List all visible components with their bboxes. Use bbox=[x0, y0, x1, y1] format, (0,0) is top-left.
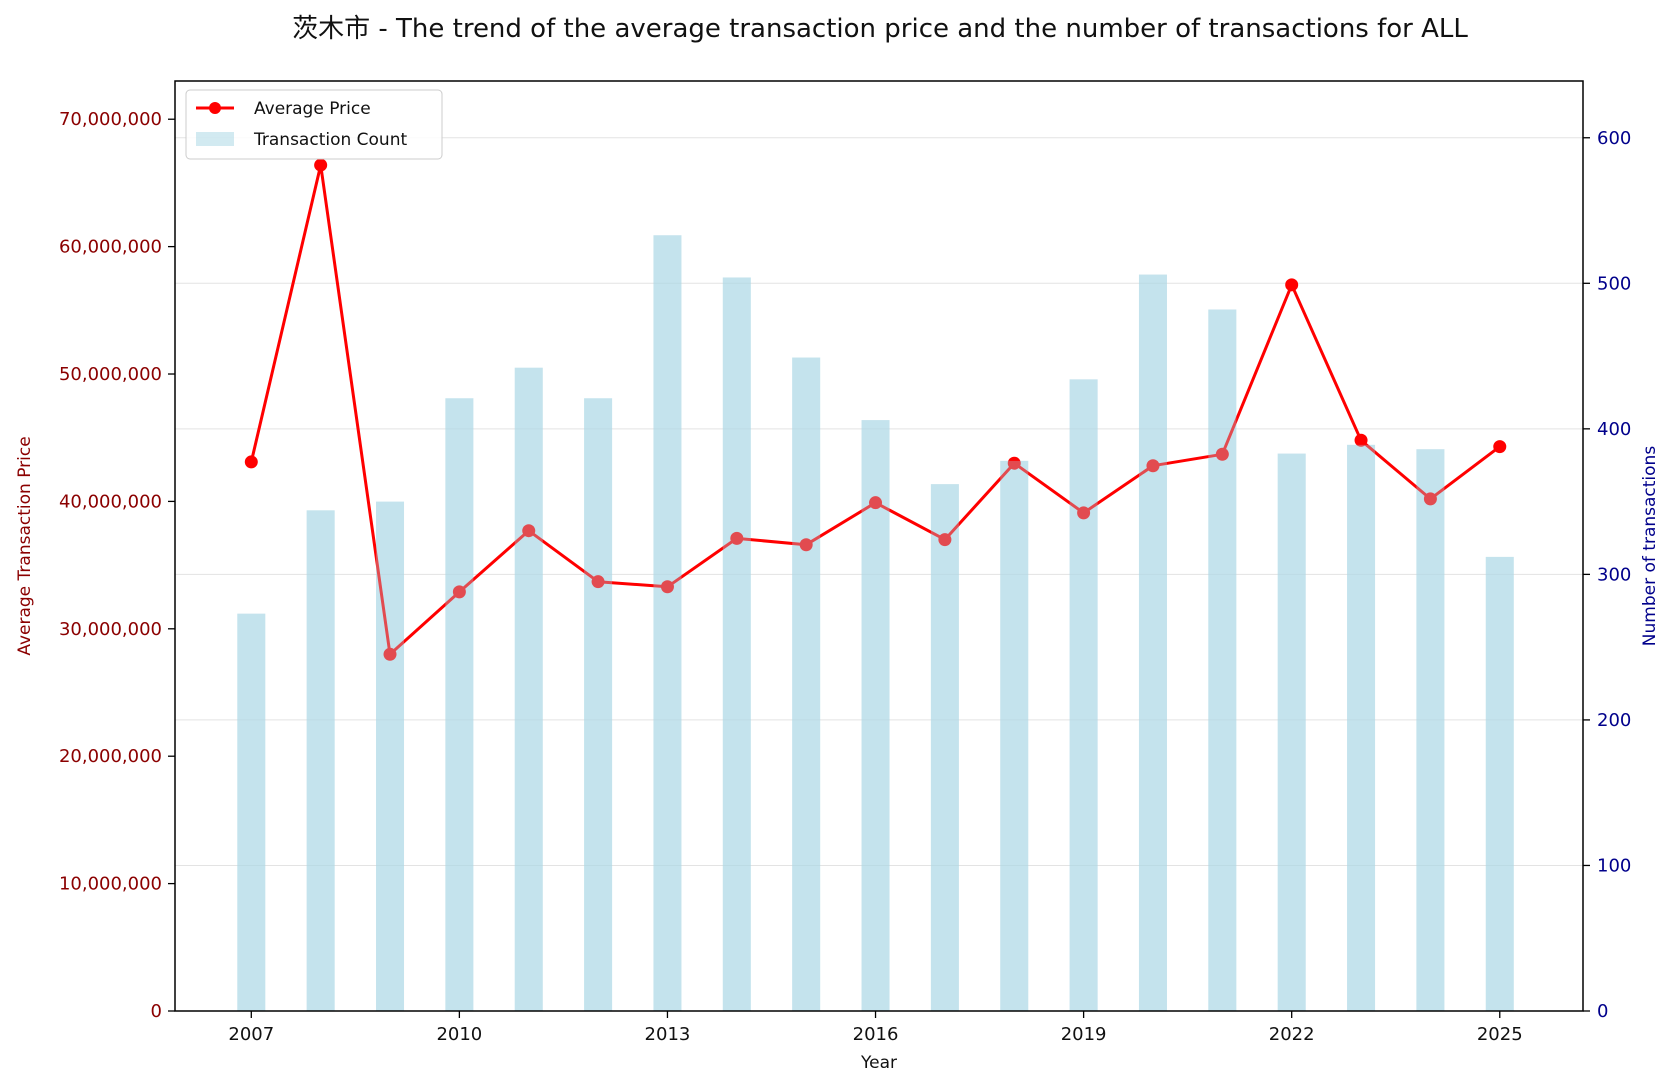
x-tick-label-6: 2025 bbox=[1477, 1024, 1523, 1045]
bar-overlay-2018 bbox=[1000, 460, 1029, 1012]
x-tick-label-4: 2019 bbox=[1061, 1024, 1107, 1045]
bar-2020 bbox=[1138, 274, 1167, 1011]
x-tick-label-0: 2007 bbox=[228, 1024, 274, 1045]
bar-2007 bbox=[237, 613, 266, 1011]
y-left-tick-label-6: 60,000,000 bbox=[59, 237, 162, 258]
bar-2010 bbox=[445, 398, 474, 1012]
bar-overlay-2013 bbox=[653, 235, 682, 1012]
point-2021 bbox=[1215, 447, 1229, 461]
bar-2024 bbox=[1416, 449, 1445, 1012]
bar-2014 bbox=[722, 277, 751, 1011]
bar-overlay-2024 bbox=[1416, 449, 1445, 1012]
bar-2019 bbox=[1069, 379, 1098, 1011]
x-tick-label-1: 2010 bbox=[436, 1024, 482, 1045]
y-right-tick-label-1: 100 bbox=[1597, 855, 1631, 876]
point-2017 bbox=[938, 533, 952, 547]
bar-overlay-2010 bbox=[445, 398, 474, 1012]
bar-overlay-2015 bbox=[792, 357, 821, 1011]
bar-2018 bbox=[1000, 460, 1029, 1012]
y-left-tick-label-0: 0 bbox=[151, 1001, 162, 1022]
bar-2017 bbox=[930, 484, 959, 1012]
bar-overlay-2025 bbox=[1485, 556, 1514, 1011]
bar-overlay-2011 bbox=[514, 367, 543, 1011]
bar-2016 bbox=[861, 420, 890, 1011]
point-2007 bbox=[244, 455, 258, 469]
x-tick-label-2: 2013 bbox=[645, 1024, 691, 1045]
bar-2013 bbox=[653, 235, 682, 1012]
legend-label-transaction-count: Transaction Count bbox=[253, 130, 407, 150]
x-axis: 2007 2010 2013 2016 2019 2022 2025 bbox=[228, 1011, 1523, 1045]
bar-overlay-2017 bbox=[930, 484, 959, 1012]
y-left-tick-label-4: 40,000,000 bbox=[59, 491, 162, 512]
y-right-tick-label-5: 500 bbox=[1597, 273, 1631, 294]
point-2016 bbox=[869, 496, 883, 510]
point-2022 bbox=[1285, 278, 1299, 292]
bar-overlay-2007 bbox=[237, 613, 266, 1011]
plot-frame bbox=[174, 80, 1584, 1012]
y-left-tick-label-5: 50,000,000 bbox=[59, 364, 162, 385]
point-2009 bbox=[383, 647, 397, 661]
point-2025 bbox=[1493, 440, 1507, 454]
point-2020 bbox=[1146, 459, 1160, 473]
line-series bbox=[237, 158, 1514, 1012]
point-2008 bbox=[314, 158, 328, 172]
y-left-tick-label-7: 70,000,000 bbox=[59, 109, 162, 130]
y-right-tick-label-4: 400 bbox=[1597, 419, 1631, 440]
bars bbox=[237, 235, 1514, 1012]
y-right-tick-label-3: 300 bbox=[1597, 564, 1631, 585]
legend: Average Price Transaction Count bbox=[185, 89, 443, 160]
legend-marker-swatch bbox=[209, 102, 221, 114]
point-2023 bbox=[1354, 433, 1368, 447]
point-2010 bbox=[452, 585, 466, 599]
point-2014 bbox=[730, 531, 744, 545]
y-left-tick-label-3: 30,000,000 bbox=[59, 619, 162, 640]
bar-2008 bbox=[306, 510, 335, 1011]
y-right-axis: 0 100 200 300 400 500 600 bbox=[1583, 128, 1631, 1022]
point-2015 bbox=[799, 538, 813, 552]
bar-overlay-2023 bbox=[1347, 444, 1376, 1012]
bar-overlay-2014 bbox=[722, 277, 751, 1011]
point-2013 bbox=[660, 580, 674, 594]
bar-overlay-2009 bbox=[376, 501, 405, 1011]
y-right-tick-label-6: 600 bbox=[1597, 128, 1631, 149]
point-2012 bbox=[591, 575, 605, 589]
x-axis-label: Year bbox=[860, 1053, 897, 1073]
y-right-axis-label: Number of transactions bbox=[1640, 446, 1660, 647]
legend-label-average-price: Average Price bbox=[254, 99, 371, 119]
bar-2021 bbox=[1208, 309, 1237, 1011]
legend-box bbox=[185, 89, 443, 160]
bar-overlay-2021 bbox=[1208, 309, 1237, 1011]
bar-2011 bbox=[514, 367, 543, 1011]
bar-overlay-2019 bbox=[1069, 379, 1098, 1011]
bar-2012 bbox=[584, 398, 613, 1012]
point-2024 bbox=[1423, 492, 1437, 506]
y-left-tick-label-1: 10,000,000 bbox=[59, 874, 162, 895]
y-left-tick-label-2: 20,000,000 bbox=[59, 746, 162, 767]
point-2019 bbox=[1077, 506, 1091, 520]
bar-overlay-2022 bbox=[1277, 453, 1306, 1011]
x-tick-label-3: 2016 bbox=[853, 1024, 899, 1045]
bar-overlay-2016 bbox=[861, 420, 890, 1011]
bar-overlay-2012 bbox=[584, 398, 613, 1012]
point-2018 bbox=[1007, 456, 1021, 470]
bar-2022 bbox=[1277, 453, 1306, 1011]
y-left-axis-label: Average Transaction Price bbox=[15, 436, 35, 655]
chart-title: 茨木市 - The trend of the average transacti… bbox=[292, 14, 1468, 44]
bar-2025 bbox=[1485, 556, 1514, 1011]
y-left-axis: 0 10,000,000 20,000,000 30,000,000 40,000,00… bbox=[59, 109, 175, 1022]
x-tick-label-5: 2022 bbox=[1269, 1024, 1315, 1045]
bar-2023 bbox=[1347, 444, 1376, 1012]
bar-overlay-2008 bbox=[306, 510, 335, 1011]
y-right-tick-label-0: 0 bbox=[1597, 1001, 1608, 1022]
bar-overlay-2020 bbox=[1138, 274, 1167, 1011]
point-2011 bbox=[522, 524, 536, 538]
legend-bar-swatch bbox=[196, 132, 234, 146]
y-right-tick-label-2: 200 bbox=[1597, 710, 1631, 731]
bar-2015 bbox=[792, 357, 821, 1011]
